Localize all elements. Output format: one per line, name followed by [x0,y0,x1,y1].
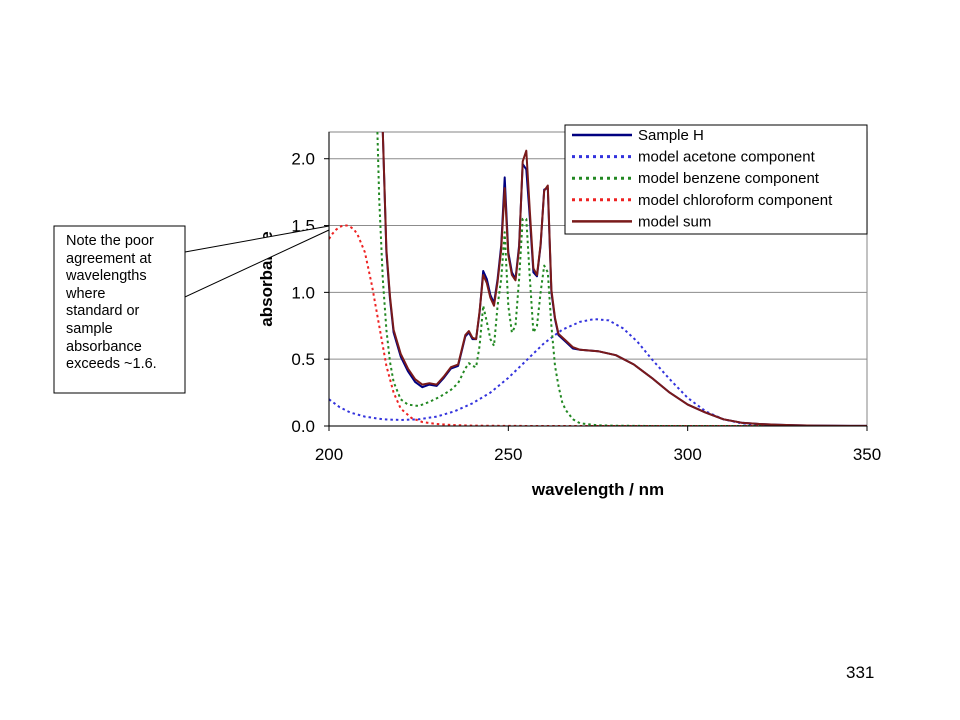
callout-line: Note the poor [66,233,154,249]
legend-label: model benzene component [638,170,820,187]
legend-items: Sample H model acetone component model ben… [572,127,833,230]
callout-line: exceeds ~1.6. [66,356,157,373]
y-tick-label: 0.0 [291,417,315,436]
y-tick-label: 2.0 [291,150,315,169]
series-line-model-acetone-component [329,318,867,426]
callout-line: agreement at [66,250,152,267]
series-line-model-sum [381,132,867,426]
y-tick-label: 1.0 [291,283,315,302]
y-tick-label: 0.5 [291,350,315,369]
legend-label: model sum [638,213,711,230]
legend-label: model acetone component [638,149,816,166]
page-number: 331 [846,663,875,682]
x-tick-label: 300 [673,445,701,464]
callout-line: absorbance [66,338,142,355]
series-line-model-benzene-component [376,132,867,426]
x-tick-label: 350 [853,445,881,464]
callout-line: standard or [66,303,140,320]
legend-label: Sample H [638,127,704,144]
x-axis-title: wavelength / nm [531,480,664,499]
y-tick-labels: 0.00.51.01.52.0 [291,150,329,436]
x-tick-label: 250 [494,445,522,464]
legend-label: model chloroform component [638,192,833,209]
x-tick-labels: 200 250 300 350 [315,426,881,464]
series-group [329,132,867,426]
callout-line: sample [66,320,113,337]
callout-box [53,225,186,394]
callout-line: where [66,285,106,302]
x-tick-label: 200 [315,445,343,464]
callout-line: wavelengths [66,268,147,285]
callout-text: Note the poor agreement at wavelengths w… [66,233,186,374]
